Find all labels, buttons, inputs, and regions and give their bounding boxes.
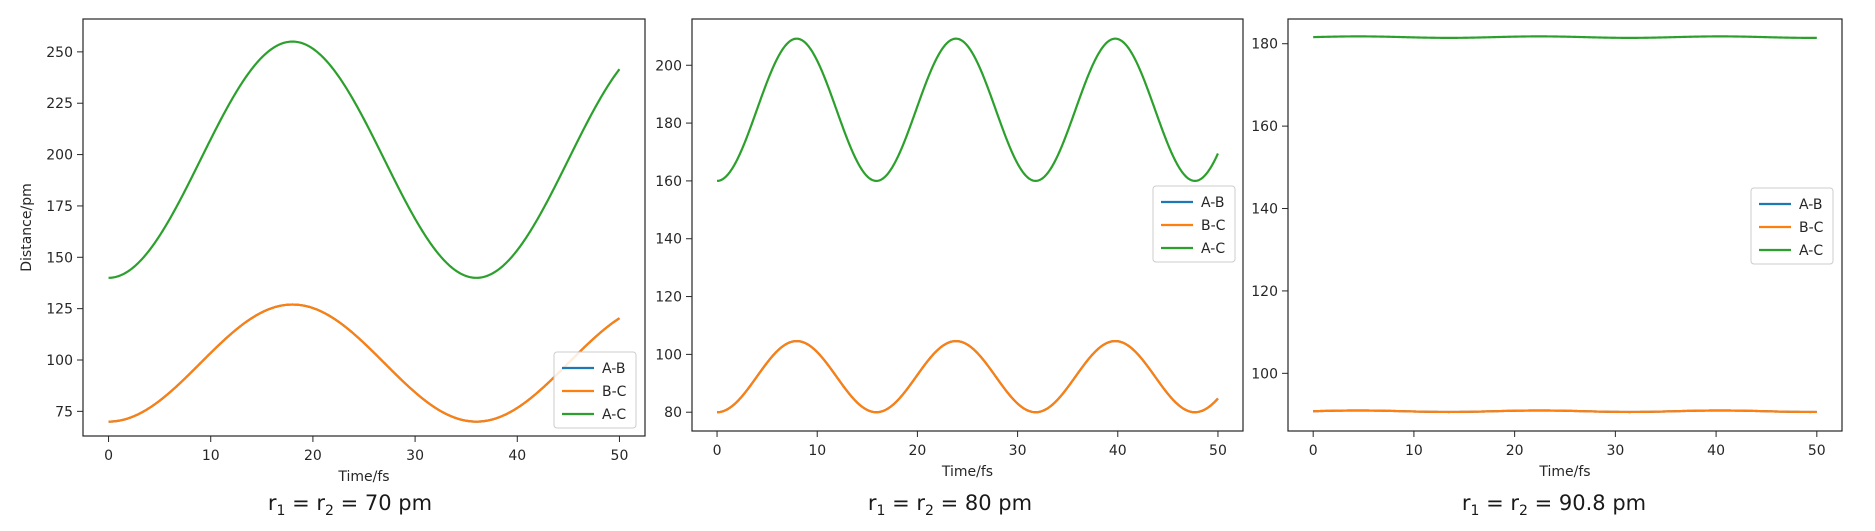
series-line-a-b	[717, 339, 1219, 414]
caption-text: = r	[1479, 491, 1519, 515]
caption-text: r	[1462, 491, 1471, 515]
y-tick-label: 100	[655, 347, 682, 363]
legend-label-a-c: A-C	[1201, 241, 1225, 257]
y-tick-label: 200	[46, 148, 73, 164]
legend-box	[1750, 187, 1834, 265]
legend: A-B B-C A-C	[1750, 187, 1834, 265]
caption-text: = 80 pm	[934, 491, 1032, 515]
y-tick-label: 250	[46, 45, 73, 61]
legend-box	[553, 351, 637, 429]
x-tick-label: 30	[1009, 443, 1027, 459]
x-tick-label: 40	[508, 448, 526, 464]
x-tick-label: 20	[304, 448, 322, 464]
y-tick-label: 120	[655, 290, 682, 306]
x-tick-label: 10	[1405, 443, 1423, 459]
legend: A-B B-C A-C	[553, 351, 637, 429]
x-tick-label: 30	[1606, 443, 1624, 459]
x-tick-label: 50	[1808, 443, 1826, 459]
plot-frame	[1287, 18, 1843, 432]
series-line-a-c	[1313, 35, 1817, 39]
series-line-b-c	[108, 303, 621, 423]
series-line-b-c	[717, 339, 1219, 414]
caption-subscript: 2	[325, 503, 334, 519]
x-tick-label: 20	[908, 443, 926, 459]
series-line-a-c	[108, 40, 621, 279]
x-tick-label: 10	[808, 443, 826, 459]
legend-label-a-b: A-B	[1799, 197, 1822, 213]
y-tick-label: 140	[655, 232, 682, 248]
series-line-b-c	[1313, 409, 1817, 414]
caption-subscript: 1	[277, 503, 286, 519]
x-tick-label: 40	[1109, 443, 1127, 459]
chart-1: 0 10 20 30 40 50 75 100 125 150 175 200 225 250 Time/f…	[19, 18, 646, 519]
y-axis-label: Distance/pm	[19, 183, 35, 271]
caption-subscript: 1	[1471, 503, 1480, 519]
caption-text: = 70 pm	[334, 491, 432, 515]
y-tick-label: 80	[664, 405, 682, 421]
caption-text: = r	[285, 491, 325, 515]
x-tick-label: 0	[713, 443, 722, 459]
x-tick-label: 20	[1506, 443, 1524, 459]
legend-label-a-c: A-C	[1799, 243, 1823, 259]
legend: A-B B-C A-C	[1152, 185, 1236, 263]
x-tick-label: 10	[202, 448, 220, 464]
y-tick-label: 75	[55, 404, 73, 420]
series-line-a-b	[108, 303, 621, 423]
legend-label-a-b: A-B	[1201, 195, 1224, 211]
y-tick-label: 120	[1251, 284, 1278, 300]
legend-label-a-b: A-B	[602, 361, 625, 377]
legend-label-b-c: B-C	[1201, 218, 1226, 234]
y-tick-label: 100	[1251, 366, 1278, 382]
chart-caption: r1 = r2 = 70 pm	[268, 491, 432, 519]
x-axis-label: Time/fs	[1538, 464, 1590, 480]
y-tick-label: 160	[1251, 119, 1278, 135]
caption-subscript: 1	[877, 503, 886, 519]
chart-caption: r1 = r2 = 90.8 pm	[1462, 491, 1646, 519]
x-tick-label: 30	[406, 448, 424, 464]
legend-label-a-c: A-C	[602, 407, 626, 423]
x-axis-label: Time/fs	[941, 464, 993, 480]
caption-text: r	[268, 491, 277, 515]
caption-subscript: 2	[925, 503, 934, 519]
y-tick-label: 180	[655, 116, 682, 132]
chart-3: 0 10 20 30 40 50100120140160180Time/fsA-BB-CA…	[1251, 18, 1843, 519]
caption-subscript: 2	[1519, 503, 1528, 519]
x-tick-label: 0	[104, 448, 113, 464]
y-tick-label: 150	[46, 250, 73, 266]
y-tick-label: 100	[46, 353, 73, 369]
x-axis-label: Time/fs	[337, 469, 389, 485]
legend-label-b-c: B-C	[602, 384, 627, 400]
chart-caption: r1 = r2 = 80 pm	[868, 491, 1032, 519]
plot-frame	[82, 18, 646, 437]
y-tick-label: 225	[46, 96, 73, 112]
caption-text: r	[868, 491, 877, 515]
series-line-a-c	[716, 37, 1219, 183]
caption-text: = r	[885, 491, 925, 515]
y-tick-label: 140	[1251, 202, 1278, 218]
y-tick-label: 125	[46, 302, 73, 318]
y-tick-label: 180	[1251, 37, 1278, 53]
chart-2: 0 10 20 30 40 50 80 100 120 140 160 180 200 Time/fs A-…	[655, 18, 1244, 519]
legend-label-b-c: B-C	[1799, 220, 1824, 236]
legend-box	[1152, 185, 1236, 263]
plot-frame	[691, 18, 1244, 432]
caption-text: = 90.8 pm	[1528, 491, 1646, 515]
x-tick-label: 0	[1309, 443, 1318, 459]
y-tick-label: 200	[655, 58, 682, 74]
x-tick-label: 50	[611, 448, 629, 464]
y-tick-label: 175	[46, 199, 73, 215]
x-tick-label: 40	[1707, 443, 1725, 459]
x-tick-label: 50	[1209, 443, 1227, 459]
y-tick-label: 160	[655, 174, 682, 190]
